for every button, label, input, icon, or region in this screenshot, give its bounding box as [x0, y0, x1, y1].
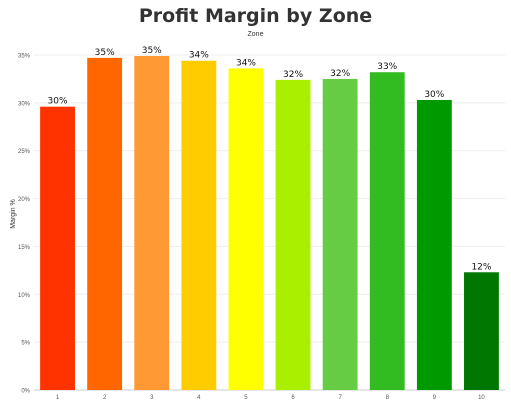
bar: [87, 57, 123, 390]
x-tick-label: 8: [386, 395, 390, 401]
x-tick-label: 7: [338, 395, 342, 401]
data-label: 35%: [142, 46, 162, 56]
y-tick-label: 35%: [18, 54, 31, 60]
bar: [464, 272, 499, 390]
x-tick-label: 1: [56, 395, 60, 401]
bar: [322, 78, 358, 390]
y-tick-label: 20%: [18, 197, 31, 203]
data-label: 32%: [283, 70, 303, 80]
x-tick-label: 4: [197, 395, 201, 401]
data-label: 34%: [189, 51, 209, 61]
x-tick-label: 10: [478, 395, 485, 401]
chart-title: Profit Margin by Zone: [138, 5, 373, 27]
y-axis-title: Margin %: [10, 199, 17, 229]
x-tick-label: 5: [244, 395, 248, 401]
bar: [228, 68, 264, 391]
chart-subtitle: Zone: [247, 31, 264, 38]
y-tick-label: 30%: [18, 101, 31, 107]
data-label: 34%: [236, 58, 256, 68]
data-label: 35%: [95, 48, 115, 58]
data-label: 30%: [48, 97, 68, 107]
y-tick-label: 10%: [18, 293, 31, 299]
bars-layer: 30% 1 35% 2 35% 3 34% 4 34% 5 32% 6 32% 7 33% 8 30% 9 12% 1…: [40, 46, 499, 401]
bar: [181, 60, 217, 390]
y-axis: Margin %: [10, 199, 17, 229]
y-tick-label: 5%: [21, 341, 30, 347]
x-tick-label: 2: [103, 395, 107, 401]
bar: [40, 106, 75, 390]
bar: [416, 99, 452, 390]
x-tick-label: 3: [150, 395, 154, 401]
bar: [134, 55, 170, 390]
y-tick-label: 25%: [18, 149, 31, 155]
data-label: 12%: [471, 262, 491, 272]
y-tick-label: 0%: [21, 389, 30, 395]
data-label: 32%: [330, 69, 350, 79]
x-tick-label: 6: [291, 395, 295, 401]
x-tick-label: 9: [433, 395, 437, 401]
bar: [275, 79, 311, 390]
bar: [369, 72, 405, 390]
data-label: 30%: [424, 90, 444, 100]
y-tick-label: 15%: [18, 245, 31, 251]
data-label: 33%: [377, 62, 397, 72]
